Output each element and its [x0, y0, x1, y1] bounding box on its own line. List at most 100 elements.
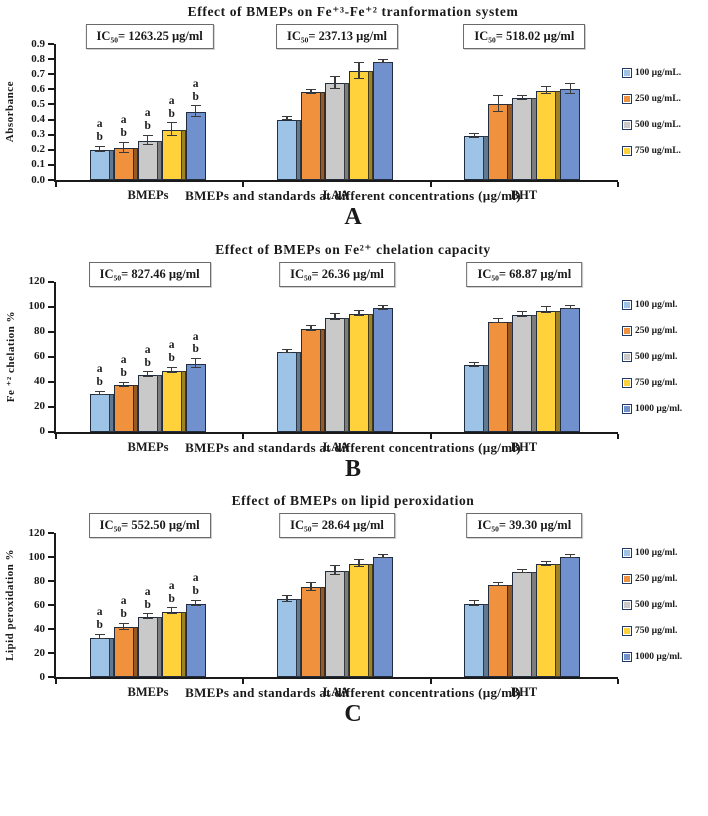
bar-letters: a b	[168, 94, 175, 120]
legend-label: 100 µg/ml.	[635, 299, 678, 310]
error-bar	[493, 94, 504, 113]
category-label: BMEPs	[127, 685, 169, 700]
panel-letter: C	[344, 701, 362, 728]
error-bar	[353, 310, 364, 316]
y-tick-mark	[48, 532, 54, 535]
bar-fill	[185, 364, 206, 432]
error-bar	[541, 560, 552, 567]
y-axis-label-column: Lipid peroxidation %	[2, 533, 18, 677]
bar-fill	[161, 130, 182, 180]
error-bar	[329, 76, 340, 89]
bar	[324, 313, 350, 432]
bar-letters: a b	[120, 595, 127, 621]
ic50-box: IC₅₀= 28.64 µg/ml	[279, 513, 395, 539]
bar-letters: a b	[168, 339, 175, 365]
chart-title: Effect of BMEPs on Fe⁺³-Fe⁺² tranformati…	[187, 4, 519, 19]
bar-fill	[372, 62, 393, 180]
bar	[348, 61, 374, 180]
legend-item: 250 µg/ml.	[622, 574, 704, 585]
y-tick-mark	[48, 604, 54, 607]
bar-fill	[185, 112, 206, 180]
bar-fill	[324, 83, 345, 180]
bar-letters: a b	[96, 363, 103, 388]
x-tick-mark	[242, 679, 245, 685]
y-tick-mark	[48, 103, 54, 106]
legend-item: 750 µg/ml.	[622, 626, 704, 637]
y-tick-mark	[48, 580, 54, 583]
bar	[536, 85, 561, 180]
legend-item: 100 µg/mL.	[622, 68, 704, 78]
bar-fill	[276, 599, 297, 678]
bar-fill	[276, 352, 297, 432]
bar-groups: a b a b a b a b a b	[56, 44, 618, 180]
legend-label: 250 µg/ml.	[635, 325, 678, 336]
category-labels: BMEPs LAA BHT	[54, 440, 618, 455]
legend-label: 750 µg/ml.	[635, 626, 678, 637]
category-label: LAA	[322, 439, 350, 454]
bar	[464, 362, 489, 432]
y-axis-label-column: Fe ⁺² chelation %	[2, 282, 18, 432]
error-bar	[377, 58, 388, 63]
bar: a b	[89, 363, 115, 432]
error-bar	[353, 558, 364, 567]
y-tick-label: 80	[34, 325, 45, 338]
error-bar	[469, 362, 480, 367]
y-tick-label: 120	[28, 275, 46, 288]
y-axis-label: Fe ⁺² chelation %	[4, 310, 17, 403]
bar-fill	[464, 136, 485, 180]
bar-fill	[113, 385, 134, 432]
bar: a b	[161, 95, 187, 180]
bar	[372, 304, 397, 432]
bar-fill	[137, 375, 158, 432]
bar-letters: a b	[168, 579, 175, 605]
chart-title: Effect of BMEPs on lipid peroxidation	[231, 493, 475, 509]
bar	[560, 82, 584, 180]
x-tick-mark	[55, 182, 57, 187]
error-bar	[281, 116, 292, 121]
bar-fill	[488, 584, 509, 678]
bar-fill	[372, 557, 393, 678]
bar	[276, 116, 302, 180]
x-tick-mark	[242, 433, 245, 439]
error-bar	[190, 358, 201, 368]
bar-fill	[89, 394, 110, 432]
legend-label: 1000 µg/ml.	[635, 652, 683, 663]
error-bar	[305, 88, 316, 94]
ic50-box: IC₅₀= 518.02 µg/ml	[463, 24, 586, 49]
legend-item: 750 ug/mL.	[622, 146, 704, 156]
legend-label: 250 µg/ml.	[635, 574, 678, 585]
error-bar	[377, 304, 388, 311]
bar-fill	[560, 307, 581, 432]
x-tick-mark	[55, 433, 57, 439]
bar-group: a b a b a b a b a b	[56, 533, 243, 678]
chart-panel-b: Effect of BMEPs on Fe²⁺ chelation capaci…	[2, 242, 704, 484]
error-bar	[94, 633, 105, 640]
bar-letters: a b	[120, 354, 127, 380]
legend-swatch	[622, 626, 632, 637]
legend-label: 500 µg/ml.	[635, 600, 678, 611]
bar-fill	[372, 308, 393, 432]
bar-fill	[488, 321, 509, 432]
bar: a b	[137, 344, 163, 432]
bar	[348, 558, 374, 678]
error-bar	[305, 325, 316, 331]
error-bar	[517, 569, 528, 574]
y-tick-mark	[48, 405, 54, 408]
y-tick-label: 60	[34, 350, 45, 363]
bar	[512, 569, 537, 678]
bar-letters: a b	[192, 572, 199, 598]
y-tick-mark	[48, 330, 54, 333]
bar-letters: a b	[144, 106, 151, 132]
plot-area: IC₅₀= 1263.25 µg/ml IC₅₀= 237.13 µg/ml IC₅…	[54, 24, 619, 187]
bar-fill	[536, 564, 557, 678]
bar-fill	[512, 314, 533, 432]
error-bar	[118, 623, 129, 630]
bar	[536, 560, 561, 678]
bar-fill	[89, 637, 110, 678]
ic50-box: IC₅₀= 552.50 µg/ml	[88, 513, 211, 539]
error-bar	[142, 371, 153, 378]
error-bar	[377, 553, 388, 558]
y-tick-label: 0.5	[31, 97, 45, 110]
x-axis-title: BMEPs and standards at different concent…	[185, 685, 521, 701]
bar-letters: a b	[192, 330, 199, 356]
